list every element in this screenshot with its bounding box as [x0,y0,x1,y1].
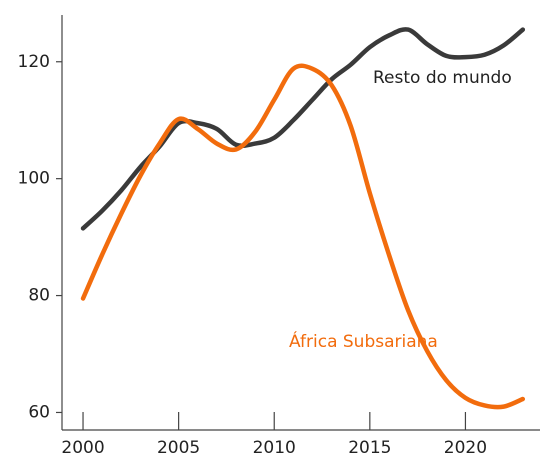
line-series [80,27,526,231]
y-tick-label: 60 [28,402,50,422]
series-label: Resto do mundo [373,68,512,88]
series-label: África Subsariana [289,330,438,352]
line-series [80,63,526,410]
x-tick-label: 2020 [444,438,487,458]
y-tick-label: 80 [28,286,50,306]
x-tick-label: 2010 [253,438,296,458]
x-tick-label: 2015 [348,438,391,458]
y-tick-label: 120 [18,52,50,72]
x-tick-label: 2000 [61,438,104,458]
x-tick-label: 2005 [157,438,200,458]
y-tick-label: 100 [18,169,50,189]
